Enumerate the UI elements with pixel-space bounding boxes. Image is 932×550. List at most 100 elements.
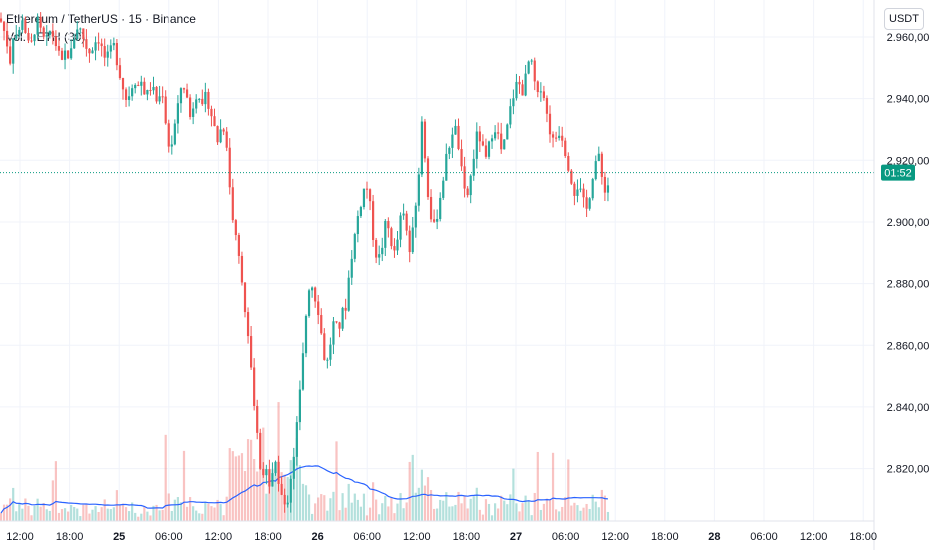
candle: [79, 27, 82, 34]
volume-bar: [393, 513, 396, 521]
volume-bar: [45, 509, 48, 521]
candle: [146, 89, 149, 101]
volume-bar: [48, 510, 51, 521]
volume-bar: [198, 513, 201, 521]
volume-bar: [411, 454, 414, 521]
candle: [85, 29, 88, 57]
volume-bar: [170, 510, 173, 521]
candle: [195, 94, 198, 114]
candle: [429, 189, 433, 223]
volume-bar: [2, 504, 6, 521]
volume-bar: [497, 508, 500, 521]
candle: [576, 179, 579, 203]
volume-bar: [518, 511, 521, 521]
volume-bar: [115, 490, 118, 521]
candle: [454, 119, 457, 135]
candle: [606, 177, 610, 202]
candle: [225, 127, 228, 152]
volume-bar: [225, 496, 228, 521]
candle: [457, 118, 460, 151]
candlestick-series: [0, 12, 610, 513]
volume-bar: [207, 503, 210, 521]
candle: [91, 47, 94, 54]
volume-bar: [484, 499, 488, 521]
candle: [558, 126, 561, 141]
candle: [356, 210, 359, 243]
volume-bar: [533, 492, 536, 521]
candle: [329, 337, 332, 366]
time-tick-label: 06:00: [750, 531, 778, 543]
volume-bar: [152, 505, 155, 521]
candle: [173, 119, 176, 146]
volume-bar: [506, 504, 509, 521]
volume-bar: [396, 503, 399, 521]
candle: [9, 39, 12, 66]
candle: [536, 80, 539, 98]
volume-bar: [600, 489, 603, 521]
candle: [512, 89, 515, 115]
candle: [362, 188, 366, 210]
candle: [277, 455, 280, 492]
currency-button[interactable]: USDT: [884, 8, 924, 30]
candle: [530, 58, 533, 65]
candle: [475, 122, 478, 169]
volume-bar: [54, 461, 57, 521]
candle: [131, 84, 134, 101]
time-tick-label: 27: [510, 531, 522, 543]
volume-bar: [408, 461, 411, 521]
volume-bar: [433, 508, 436, 521]
volume-bar: [594, 501, 597, 521]
volume-bar: [280, 472, 283, 521]
candle: [2, 20, 6, 41]
volume-bar: [469, 498, 472, 521]
volume-bar: [250, 439, 253, 521]
candle: [527, 60, 530, 75]
volume-bar: [36, 498, 39, 521]
volume-bar: [158, 510, 161, 521]
candle: [198, 98, 201, 103]
candle: [295, 416, 298, 466]
candle: [478, 126, 481, 153]
candle: [405, 210, 408, 236]
volume-bar: [15, 511, 18, 521]
candle: [155, 86, 158, 104]
time-tick-label: 26: [311, 531, 323, 543]
volume-bar: [323, 495, 326, 521]
candle: [335, 321, 338, 324]
candle: [140, 75, 143, 96]
time-axis[interactable]: 12:00 18:00 25 06:00 12:00 18:00 26 06:00 12:00 1…: [6, 531, 877, 543]
volume-bar: [106, 508, 109, 521]
volume-bar: [399, 493, 402, 521]
candle: [332, 317, 335, 355]
candle: [286, 495, 289, 508]
volume-bar: [134, 512, 137, 521]
volume-bar: [561, 506, 564, 521]
volume-bar: [420, 469, 423, 521]
candle: [216, 125, 219, 145]
candle: [234, 218, 237, 241]
volume-bar: [326, 510, 329, 521]
volume-bar: [582, 507, 585, 521]
volume-bar: [515, 503, 518, 521]
volume-bar: [121, 503, 125, 521]
volume-bar: [439, 499, 442, 521]
volume-bar: [88, 513, 91, 521]
symbol-title[interactable]: Ethereum / TetherUS · 15 · Binance: [6, 12, 196, 26]
volume-bar: [85, 503, 88, 521]
price-axis[interactable]: 2.960,00 2.940,00 2.920,00 2.900,00 2.880,00…: [887, 32, 930, 476]
candle: [149, 82, 152, 96]
candle: [106, 44, 109, 67]
volume-bar: [353, 493, 356, 521]
candle: [76, 20, 79, 41]
volume-bar: [234, 456, 237, 521]
candle: [182, 87, 186, 94]
candle: [201, 89, 204, 106]
volume-bar: [118, 505, 122, 521]
volume-bar: [606, 511, 610, 521]
candle: [451, 127, 454, 159]
candle: [231, 178, 234, 223]
candle: [494, 125, 497, 141]
candle: [582, 183, 585, 208]
candle: [289, 475, 292, 513]
